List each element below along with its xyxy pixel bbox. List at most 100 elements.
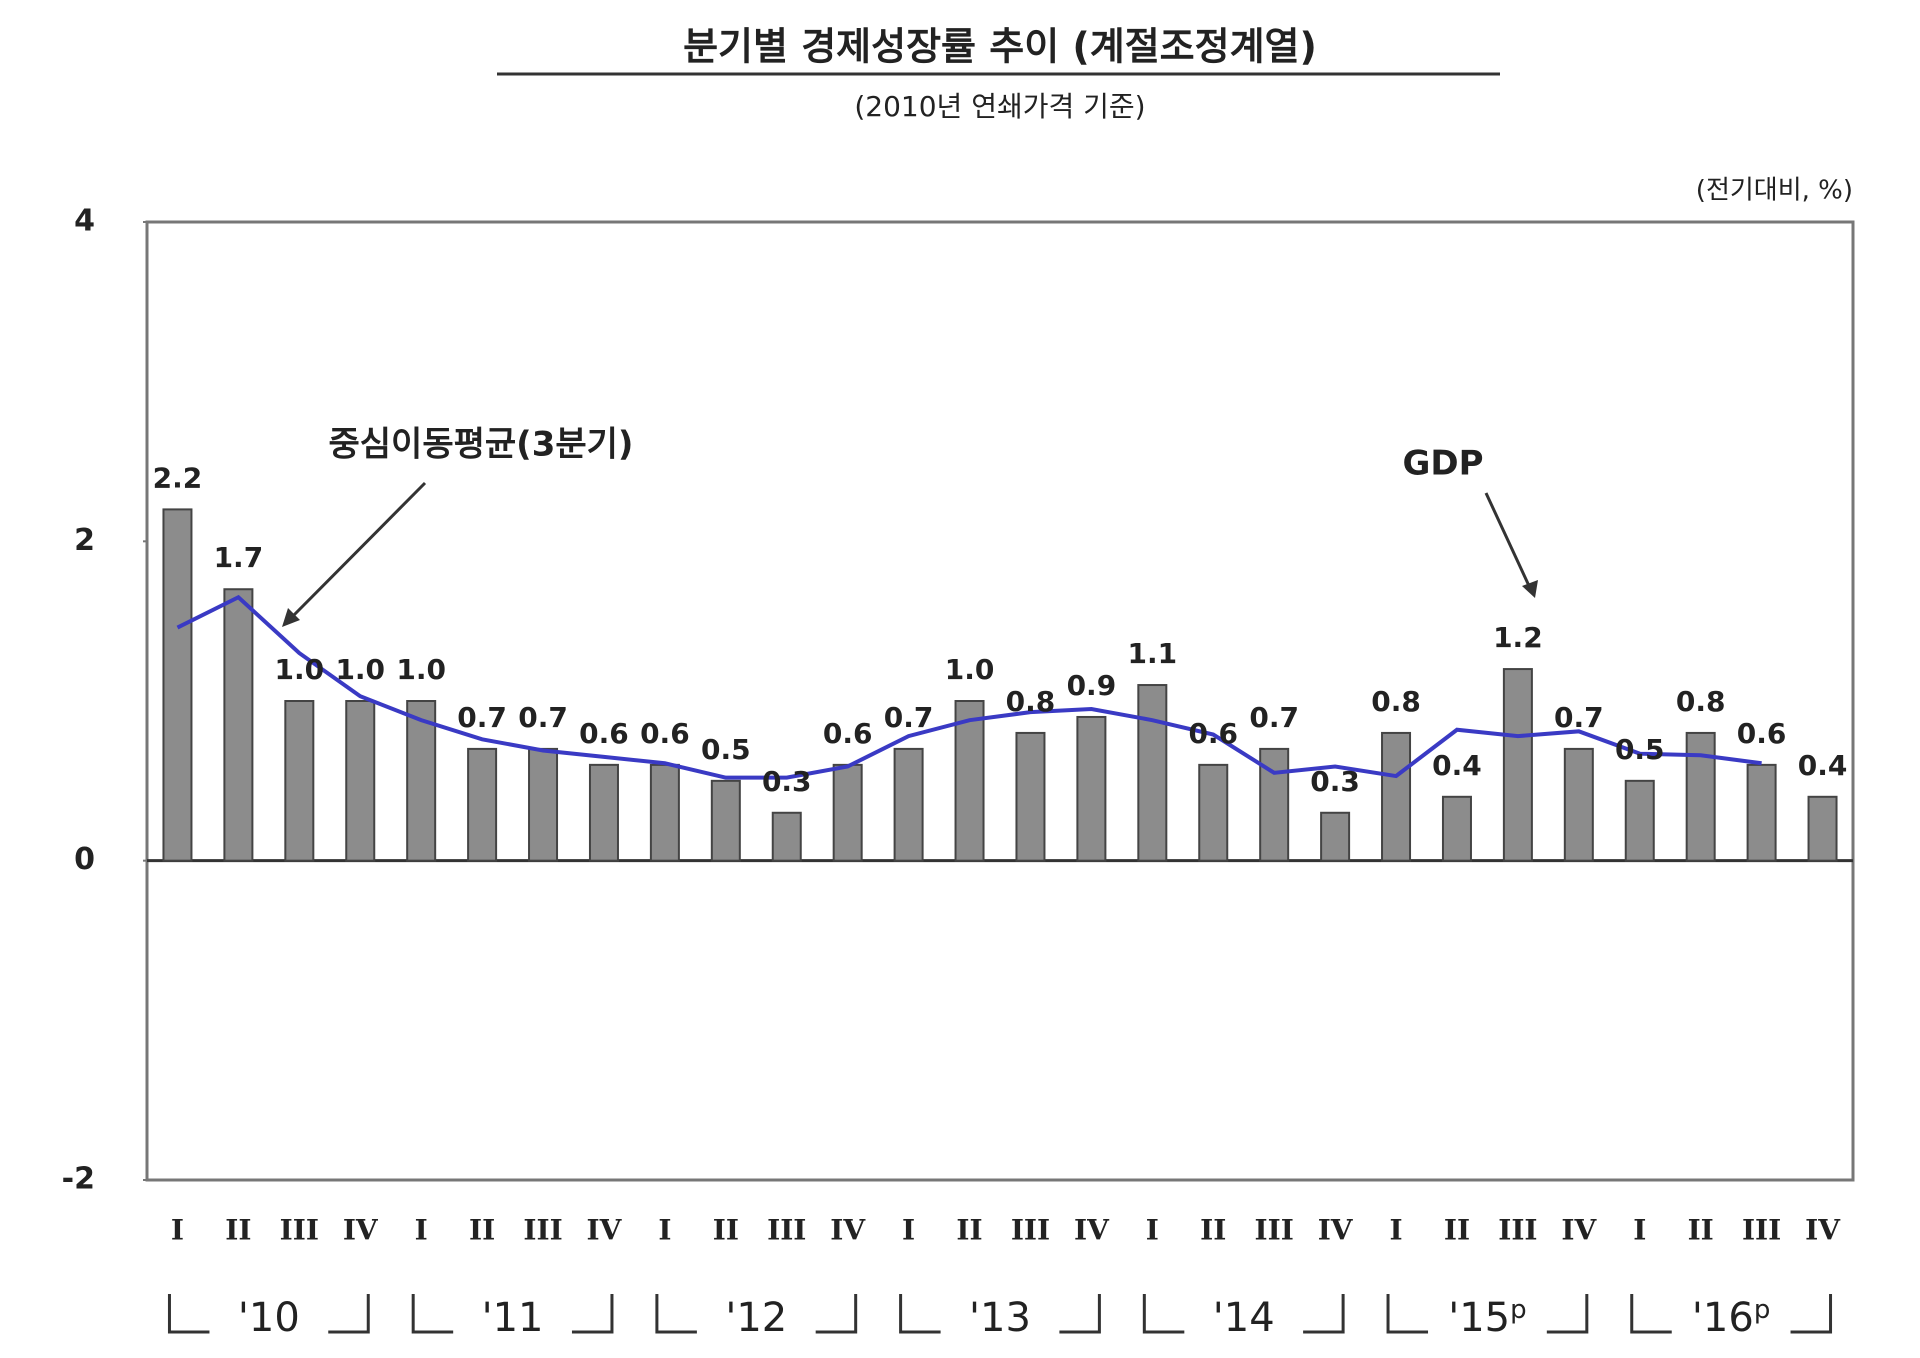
data-label: 0.7 [1554,701,1604,734]
year-bracket [899,1294,941,1334]
plot-frame [145,220,1855,1182]
x-tick-label: I [658,1214,671,1247]
bar [1198,763,1229,862]
arrow-head [1522,580,1538,598]
year-label: '12 [725,1295,787,1341]
x-tick-label: IV [1074,1214,1110,1247]
bar [528,747,559,862]
bar [1137,684,1168,862]
year-text: '15 [1448,1295,1510,1341]
chart-title: 분기별 경제성장률 추이 (계절조정계열) [683,25,1317,69]
bar [588,763,619,862]
year-note: p [1754,1295,1771,1325]
bar [345,700,376,862]
line [176,594,1762,780]
data-label: 0.7 [518,701,568,734]
bar [1320,811,1351,862]
year-bracket [1059,1294,1101,1334]
y-tick-label: -2 [62,1162,95,1197]
y-tick-label: 2 [74,523,95,558]
bar-annotation: GDP [1402,444,1483,484]
data-label: 0.8 [1676,685,1726,718]
bar [467,747,498,862]
data-label: 0.5 [1615,733,1665,766]
x-tick-label: I [902,1214,915,1247]
data-label: 0.3 [1310,765,1360,798]
year-bracket [167,1294,210,1334]
data-label: 0.9 [1067,669,1117,702]
line-annotation: 중심이동평균(3분기) [329,425,634,465]
chart-subtitle: (2010년 연쇄가격 기준) [854,90,1145,123]
year-label: '11 [482,1295,544,1341]
data-label: 0.8 [1371,685,1421,718]
bar [1746,763,1777,862]
data-label: 1.0 [335,653,385,686]
year-text: '14 [1213,1295,1275,1341]
year-bracket [815,1294,858,1334]
x-tick-label: IV [1561,1214,1597,1247]
bar [1563,747,1594,862]
x-tick-label: I [171,1214,184,1247]
bar [1381,731,1412,862]
data-label: 1.1 [1128,637,1178,670]
x-tick-label: III [523,1214,562,1247]
bar [406,700,437,862]
x-tick-label: III [280,1214,319,1247]
data-label: 1.0 [275,653,325,686]
data-label: 0.7 [884,701,934,734]
data-label: 0.6 [1737,717,1787,750]
year-bracket [1546,1294,1589,1334]
year-bracket [411,1294,454,1334]
bar [1502,668,1533,862]
x-tick-label: II [713,1214,739,1247]
data-label: 0.6 [579,717,629,750]
bar [1624,779,1655,862]
year-bracket [328,1294,370,1334]
data-label: 1.7 [214,541,264,574]
x-tick-label: I [1633,1214,1646,1247]
data-label: 2.2 [153,461,203,494]
x-tick-label: I [1146,1214,1159,1247]
x-tick-label: I [1389,1214,1402,1247]
data-label: 0.6 [823,717,873,750]
x-tick-label: III [1498,1214,1537,1247]
unit-label: (전기대비, %) [1696,176,1853,206]
bar [771,811,802,862]
bar [1015,731,1046,862]
x-tick-label: IV [830,1214,866,1247]
year-text: '11 [482,1295,544,1341]
y-tick-label: 0 [74,842,95,877]
x-tick-label: II [1200,1214,1226,1247]
data-label: 0.7 [457,701,507,734]
x-tick-label: I [415,1214,428,1247]
year-bracket [1790,1294,1833,1334]
year-bracket [655,1294,697,1334]
year-bracket [1630,1294,1672,1334]
year-bracket [1303,1294,1345,1334]
y-tick-label: 4 [74,204,95,239]
arrow-head [282,608,300,627]
data-label: 1.2 [1493,621,1543,654]
year-text: '12 [725,1295,787,1341]
x-tick-label: IV [1318,1214,1354,1247]
bar [832,763,863,862]
year-note: p [1510,1295,1527,1325]
bar [1441,795,1472,862]
x-tick-label: IV [587,1214,623,1247]
bar [1807,795,1838,862]
x-tick-label: III [767,1214,806,1247]
year-label: '15p [1448,1295,1526,1342]
x-tick-label: IV [1805,1214,1841,1247]
data-label: 0.4 [1432,749,1482,782]
x-tick-label: II [1444,1214,1470,1247]
x-tick-label: III [1011,1214,1050,1247]
year-bracket [1142,1294,1185,1334]
data-label: 0.3 [762,765,812,798]
x-tick-label: II [1688,1214,1714,1247]
x-tick-label: III [1742,1214,1781,1247]
data-label: 0.6 [1188,717,1238,750]
bar [1076,715,1107,862]
bar [649,763,680,862]
data-label: 1.0 [396,653,446,686]
